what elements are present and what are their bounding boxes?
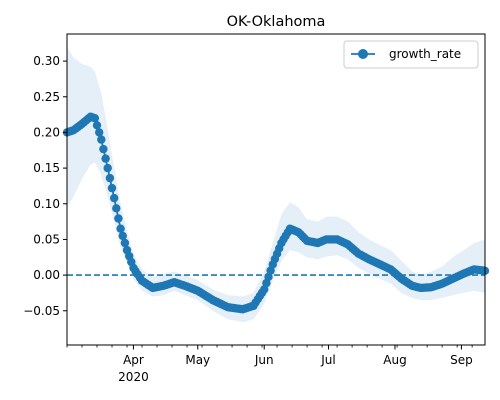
growth-rate-point bbox=[105, 173, 115, 183]
x-tick-year-label: 2020 bbox=[118, 370, 149, 384]
y-tick-label: 0.25 bbox=[33, 90, 60, 104]
confidence-band-layer bbox=[67, 46, 485, 323]
chart-title: OK-Oklahoma bbox=[227, 14, 326, 30]
growth-rate-point bbox=[101, 154, 110, 163]
x-tick-label: Jun bbox=[254, 353, 274, 367]
growth-rate-point bbox=[90, 114, 100, 123]
growth-rate-point bbox=[260, 285, 269, 294]
x-tick-label: Apr bbox=[123, 353, 144, 367]
growth-rate-point bbox=[112, 204, 121, 213]
growth-rate-point bbox=[118, 231, 127, 241]
x-axis-ticks: Apr 2020 May Jun Jul Aug Sep bbox=[66, 345, 473, 384]
legend-box bbox=[343, 40, 479, 69]
growth-rate-point bbox=[116, 224, 125, 233]
x-tick-label: Sep bbox=[450, 353, 473, 367]
x-tick-label: Jul bbox=[320, 353, 335, 367]
legend-label-growth-rate: growth_rate bbox=[389, 47, 461, 61]
growth-rate-point bbox=[97, 135, 106, 144]
y-tick-label: 0.05 bbox=[33, 232, 60, 246]
axes-frame bbox=[66, 33, 486, 346]
growth-rate-point bbox=[92, 121, 102, 130]
y-tick-label: 0.15 bbox=[33, 161, 60, 175]
y-tick-label: 0.00 bbox=[33, 268, 60, 282]
growth-rate-point bbox=[103, 163, 112, 173]
growth-rate-point bbox=[95, 128, 104, 137]
y-tick-label: 0.20 bbox=[33, 125, 60, 139]
y-axis-ticks: −0.05 0.00 0.05 0.10 0.15 0.20 0.25 0.30 bbox=[23, 54, 67, 318]
y-tick-label: −0.05 bbox=[23, 304, 60, 318]
y-tick-label: 0.30 bbox=[33, 54, 60, 68]
growth-rate-point bbox=[99, 144, 108, 154]
growth-rate-point bbox=[110, 193, 119, 203]
series-marker-layer bbox=[62, 112, 490, 314]
growth-rate-point bbox=[114, 214, 123, 223]
legend-marker-swatch bbox=[358, 49, 368, 59]
confidence-band bbox=[67, 46, 485, 323]
x-tick-label: May bbox=[185, 353, 210, 367]
growth-rate-point bbox=[120, 238, 130, 248]
x-tick-label: Aug bbox=[383, 353, 406, 367]
legend: growth_rate bbox=[343, 40, 479, 69]
y-tick-label: 0.10 bbox=[33, 197, 60, 211]
growth-rate-point bbox=[107, 183, 117, 193]
